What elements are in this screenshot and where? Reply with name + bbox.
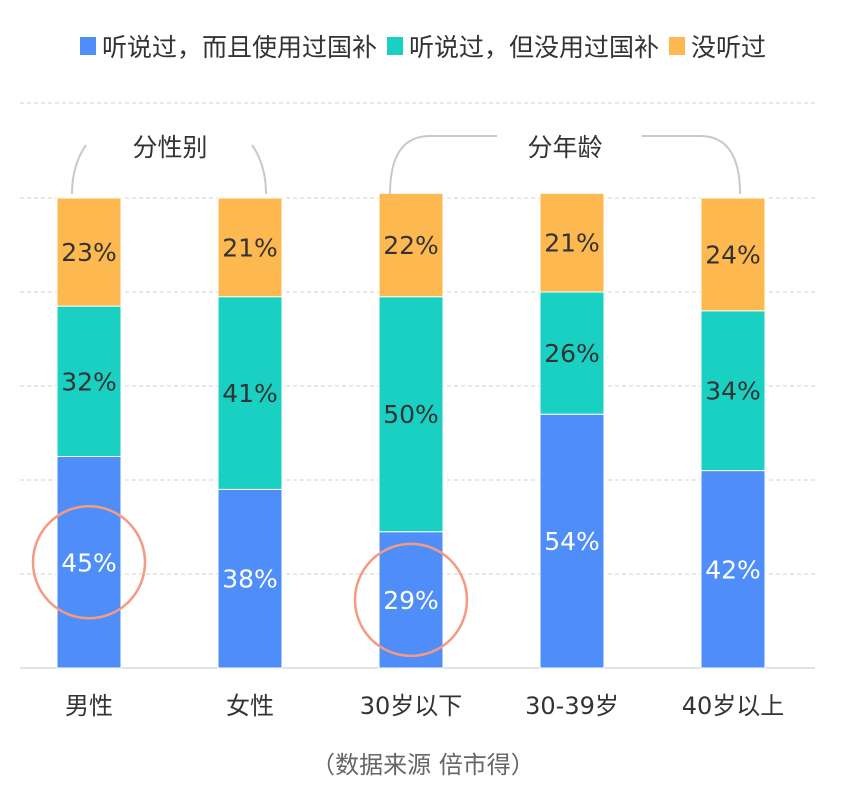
group-bracket — [71, 144, 87, 195]
data-label: 24% — [705, 240, 761, 269]
group-bracket — [389, 135, 497, 195]
x-tick-label: 30岁以下 — [360, 692, 463, 720]
data-label: 50% — [383, 400, 439, 429]
data-label: 42% — [705, 555, 761, 584]
bar-segment — [217, 197, 283, 298]
legend-swatch — [669, 37, 685, 55]
data-label: 22% — [383, 231, 439, 260]
bar-segment — [539, 413, 605, 669]
x-tick-label: 女性 — [226, 692, 274, 720]
bar-segment — [378, 192, 444, 298]
data-label: 21% — [222, 233, 278, 262]
data-label: 23% — [61, 238, 117, 267]
bar-segment — [539, 192, 605, 293]
bar-segment — [700, 197, 766, 312]
legend-item-not-heard[interactable]: 没听过 — [669, 28, 766, 64]
data-label: 26% — [544, 339, 600, 368]
legend-label: 听说过，但没用过国补 — [408, 33, 659, 62]
bar-segment — [539, 291, 605, 415]
legend-swatch — [386, 37, 403, 55]
bar-segment — [217, 296, 283, 490]
group-bracket — [642, 135, 741, 195]
bar-segment — [700, 470, 766, 669]
bar-segment — [378, 296, 444, 533]
bar-segment — [56, 197, 122, 307]
data-source: （数据来源 倍市得） — [311, 751, 535, 779]
group-bracket — [251, 144, 267, 195]
x-tick-label: 30-39岁 — [525, 692, 619, 720]
legend: 听说过，而且使用过国补 听说过，但没用过国补 没听过 — [0, 28, 846, 64]
bar-segment — [700, 310, 766, 472]
group-label: 分性别 — [132, 133, 207, 162]
highlight-circle — [353, 542, 469, 658]
legend-item-heard-not-used[interactable]: 听说过，但没用过国补 — [386, 28, 659, 64]
bar-segment — [217, 488, 283, 669]
bar-segment — [56, 456, 122, 669]
data-label: 38% — [222, 565, 278, 594]
bar-segment — [56, 305, 122, 457]
data-label: 21% — [544, 229, 600, 258]
data-label: 41% — [222, 379, 278, 408]
legend-swatch — [79, 37, 96, 55]
data-label: 45% — [61, 548, 117, 577]
legend-item-used[interactable]: 听说过，而且使用过国补 — [79, 28, 377, 64]
legend-label: 没听过 — [691, 33, 767, 62]
data-label: 34% — [705, 377, 761, 406]
x-tick-label: 40岁以上 — [682, 692, 785, 720]
legend-label: 听说过，而且使用过国补 — [101, 33, 377, 62]
data-label: 29% — [383, 586, 439, 615]
data-label: 54% — [544, 527, 600, 556]
highlight-circle — [31, 505, 147, 620]
group-label: 分年龄 — [527, 133, 602, 162]
data-label: 32% — [61, 367, 117, 396]
x-tick-label: 男性 — [65, 692, 113, 720]
